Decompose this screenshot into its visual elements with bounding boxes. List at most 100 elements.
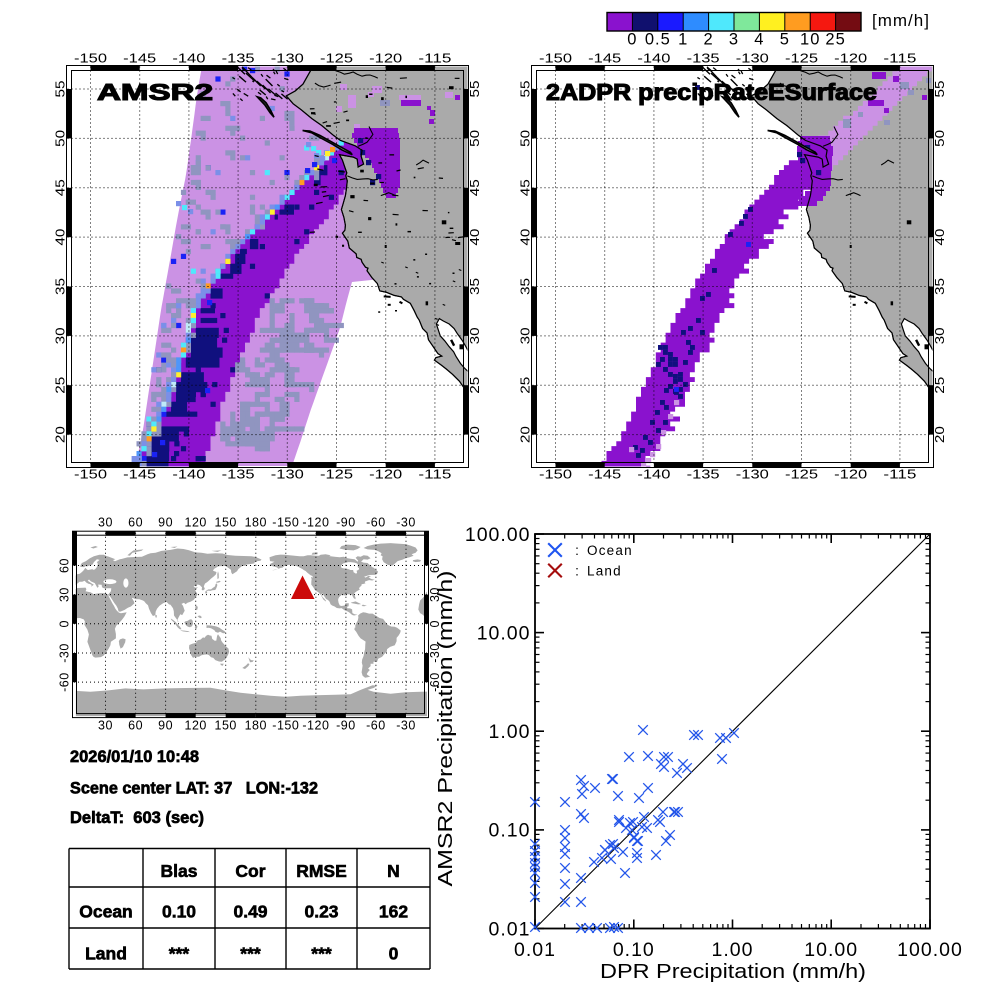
svg-text:-30: -30 xyxy=(396,719,416,733)
svg-text:-135: -135 xyxy=(222,51,255,66)
svg-text:-150: -150 xyxy=(74,51,107,66)
svg-text:-60: -60 xyxy=(58,672,72,692)
svg-text:55: 55 xyxy=(467,81,482,98)
svg-text:0.01: 0.01 xyxy=(489,918,531,940)
svg-text:100.00: 100.00 xyxy=(897,939,963,961)
svg-text:10.00: 10.00 xyxy=(477,622,531,644)
svg-text:-140: -140 xyxy=(637,467,670,482)
svg-text:20: 20 xyxy=(467,426,482,443)
svg-text:25: 25 xyxy=(53,377,68,394)
svg-text:***: *** xyxy=(240,944,261,964)
svg-text:-90: -90 xyxy=(336,719,356,733)
svg-text:RMSE: RMSE xyxy=(296,861,347,881)
svg-text:35: 35 xyxy=(53,278,68,295)
svg-text:40: 40 xyxy=(467,229,482,246)
svg-text:-120: -120 xyxy=(834,51,867,66)
svg-text:-120: -120 xyxy=(302,719,329,733)
svg-text:30: 30 xyxy=(428,587,442,602)
svg-text:0.01: 0.01 xyxy=(514,939,556,961)
svg-text:-125: -125 xyxy=(320,51,353,66)
svg-text:Scene center LAT: 37 LON:-13: Scene center LAT: 37 LON:-132 xyxy=(70,779,318,798)
svg-text:5: 5 xyxy=(780,31,790,49)
svg-text:1.00: 1.00 xyxy=(489,721,531,743)
svg-text:60: 60 xyxy=(128,516,143,530)
svg-text:60: 60 xyxy=(128,719,143,733)
svg-text:-60: -60 xyxy=(366,719,386,733)
svg-text:-145: -145 xyxy=(123,51,156,66)
svg-text:DPR Precipitation (mm/h): DPR Precipitation (mm/h) xyxy=(600,961,866,983)
svg-text:50: 50 xyxy=(467,130,482,147)
svg-text:0: 0 xyxy=(389,944,399,964)
svg-text:30: 30 xyxy=(518,327,533,344)
svg-text:-60: -60 xyxy=(366,516,386,530)
svg-text:50: 50 xyxy=(518,130,533,147)
svg-text::: : xyxy=(575,564,579,579)
svg-text:0.49: 0.49 xyxy=(233,902,267,922)
svg-text:55: 55 xyxy=(53,81,68,98)
svg-text:3: 3 xyxy=(729,31,739,49)
svg-text:0.10: 0.10 xyxy=(613,939,655,961)
svg-text:90: 90 xyxy=(158,516,173,530)
svg-text:20: 20 xyxy=(932,426,947,443)
svg-text:-90: -90 xyxy=(336,516,356,530)
svg-text:-130: -130 xyxy=(271,467,304,482)
svg-text:-115: -115 xyxy=(883,467,916,482)
svg-text:-145: -145 xyxy=(588,467,621,482)
svg-text:55: 55 xyxy=(518,81,533,98)
svg-text:-60: -60 xyxy=(428,672,442,692)
svg-text:55: 55 xyxy=(932,81,947,98)
svg-text:30: 30 xyxy=(467,327,482,344)
svg-text:-30: -30 xyxy=(428,643,442,663)
svg-text:-120: -120 xyxy=(369,51,402,66)
svg-text:***: *** xyxy=(311,944,332,964)
svg-text:40: 40 xyxy=(932,229,947,246)
svg-text:45: 45 xyxy=(518,179,533,196)
svg-text:-115: -115 xyxy=(418,51,451,66)
svg-text::: : xyxy=(575,543,579,558)
svg-text:35: 35 xyxy=(932,278,947,295)
svg-text:20: 20 xyxy=(518,426,533,443)
svg-text:0: 0 xyxy=(627,31,637,49)
svg-text:60: 60 xyxy=(428,558,442,573)
svg-text:150: 150 xyxy=(215,719,237,733)
svg-text:10: 10 xyxy=(800,31,820,49)
svg-text:Blas: Blas xyxy=(161,861,198,881)
svg-text:30: 30 xyxy=(53,327,68,344)
svg-text:35: 35 xyxy=(467,278,482,295)
svg-text:-125: -125 xyxy=(785,51,818,66)
svg-text:Cor: Cor xyxy=(235,861,265,881)
svg-text:162: 162 xyxy=(379,902,408,922)
svg-text:150: 150 xyxy=(215,516,237,530)
svg-text:2: 2 xyxy=(704,31,714,49)
svg-text:-150: -150 xyxy=(539,51,572,66)
svg-text:50: 50 xyxy=(932,130,947,147)
svg-text:120: 120 xyxy=(185,516,207,530)
svg-text:25: 25 xyxy=(518,377,533,394)
svg-text:1: 1 xyxy=(678,31,688,49)
svg-text:AMSR2 Precipitation (mm/h): AMSR2 Precipitation (mm/h) xyxy=(435,571,457,887)
svg-text:30: 30 xyxy=(932,327,947,344)
svg-text:0.10: 0.10 xyxy=(489,820,531,842)
svg-text:-115: -115 xyxy=(883,51,916,66)
svg-text:-140: -140 xyxy=(172,467,205,482)
svg-text:30: 30 xyxy=(98,719,113,733)
svg-text:0.10: 0.10 xyxy=(162,902,196,922)
svg-text:-145: -145 xyxy=(123,467,156,482)
svg-text:0: 0 xyxy=(58,620,72,627)
svg-text:-125: -125 xyxy=(320,467,353,482)
svg-text:-140: -140 xyxy=(172,51,205,66)
svg-text:Land: Land xyxy=(587,564,622,579)
svg-text:-115: -115 xyxy=(418,467,451,482)
svg-text:-140: -140 xyxy=(637,51,670,66)
svg-text:45: 45 xyxy=(932,179,947,196)
svg-text:-150: -150 xyxy=(272,516,299,530)
svg-text:[mm/h]: [mm/h] xyxy=(872,11,930,30)
svg-text:45: 45 xyxy=(467,179,482,196)
svg-text:-120: -120 xyxy=(369,467,402,482)
svg-text:-135: -135 xyxy=(687,51,720,66)
svg-text:40: 40 xyxy=(518,229,533,246)
svg-text:DeltaT: 603 (sec): DeltaT: 603 (sec) xyxy=(70,808,204,827)
svg-text:90: 90 xyxy=(158,719,173,733)
svg-text:2026/01/10 10:48: 2026/01/10 10:48 xyxy=(70,747,199,766)
svg-text:180: 180 xyxy=(245,719,267,733)
